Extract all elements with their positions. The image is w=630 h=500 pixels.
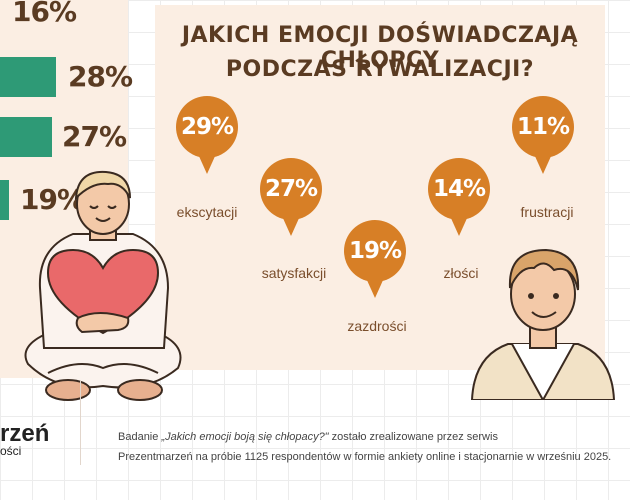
bar	[0, 57, 56, 97]
footer-line-1: Badanie „Jakich emocji boją się chłopacy…	[118, 427, 611, 447]
bar	[0, 117, 52, 157]
bar-value: 27%	[62, 120, 127, 153]
logo-text: rzeń	[0, 420, 50, 447]
bar-value: 28%	[68, 60, 133, 93]
footer-suffix: zostało zrealizowane przez serwis	[328, 431, 498, 443]
smiling-boy-illustration	[470, 248, 616, 400]
footer-divider	[80, 380, 81, 465]
emotion-bubble: 14%	[428, 158, 490, 236]
footer-note: Badanie „Jakich emocji boją się chłopacy…	[118, 427, 611, 467]
emotion-bubble: 19%	[344, 220, 406, 298]
title-line-2: PODCZAS RYWALIZACJI?	[225, 57, 535, 82]
emotion-value: 14%	[432, 176, 486, 202]
bar	[0, 180, 9, 220]
emotion-label: złości	[443, 265, 479, 281]
emotion-bubble: 11%	[512, 96, 574, 174]
emotion-label: ekscytacji	[176, 204, 238, 220]
bar-value: 16%	[12, 0, 77, 28]
bar-value: 19%	[20, 183, 85, 216]
emotion-bubble: 27%	[260, 158, 322, 236]
emotion-label: frustracji	[520, 204, 574, 220]
footer-survey-title: „Jakich emocji boją się chłopacy?"	[161, 431, 329, 443]
logo-subtext: ości	[0, 444, 22, 458]
emotion-label: zazdrości	[347, 318, 407, 334]
emotion-value: 19%	[348, 238, 402, 264]
title-line-1: JAKICH EMOCJI DOŚWIADCZAJĄ CHŁOPCY	[181, 23, 579, 73]
footer-prefix: Badanie	[118, 431, 162, 443]
footer-line-2: Prezentmarzeń na próbie 1125 respondentó…	[118, 451, 612, 463]
emotion-value: 29%	[180, 114, 234, 140]
emotion-bubble: 29%	[176, 96, 238, 174]
emotion-value: 11%	[516, 114, 570, 140]
emotion-label: satysfakcji	[261, 265, 327, 281]
emotion-value: 27%	[264, 176, 318, 202]
boy-with-heart-illustration	[24, 170, 182, 401]
